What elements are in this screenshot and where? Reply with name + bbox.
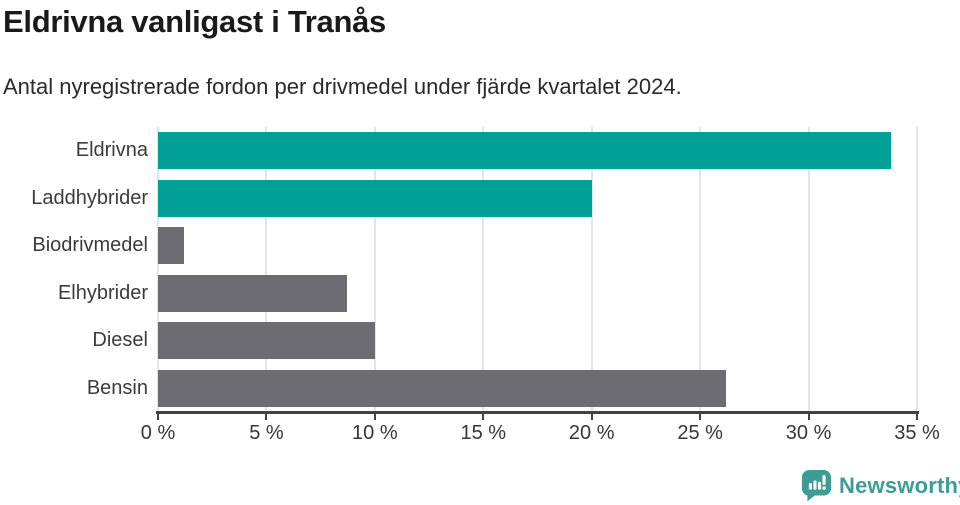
axis-tick-label: 20 % <box>568 422 615 444</box>
bar <box>158 274 347 312</box>
gridline <box>590 127 593 412</box>
category-label: Diesel <box>92 329 148 351</box>
bar <box>158 132 891 170</box>
gridline <box>157 127 159 412</box>
gridline <box>916 127 918 412</box>
axis-tick <box>699 411 702 420</box>
bar <box>158 227 185 265</box>
bar <box>158 179 592 217</box>
x-axis-line <box>156 411 919 414</box>
gridline <box>699 127 702 412</box>
axis-tick-label: 25 % <box>677 422 723 444</box>
newsworthy-logo-icon <box>801 470 832 502</box>
axis-tick <box>916 411 918 420</box>
bar <box>158 369 727 407</box>
chart-subtitle: Antal nyregistrerade fordon per drivmede… <box>3 74 682 99</box>
brand-name: Newsworthy <box>839 472 960 498</box>
bar <box>158 322 375 360</box>
axis-tick <box>807 411 810 420</box>
axis-tick <box>373 411 376 420</box>
axis-tick <box>157 411 159 420</box>
axis-tick-label: 30 % <box>785 422 832 444</box>
gridline <box>265 127 268 412</box>
category-label: Biodrivmedel <box>32 234 148 256</box>
axis-tick-label: 10 % <box>352 422 398 444</box>
gridline <box>373 127 376 412</box>
axis-tick <box>265 411 268 420</box>
category-label: Bensin <box>86 376 148 399</box>
gridline <box>807 127 810 412</box>
axis-tick-label: 35 % <box>894 422 940 444</box>
category-label: Laddhybrider <box>31 186 148 209</box>
axis-tick-label: 0 % <box>140 422 176 444</box>
axis-tick-label: 15 % <box>460 422 507 444</box>
axis-tick <box>590 411 593 420</box>
chart-title: Eldrivna vanligast i Tranås <box>3 4 387 39</box>
axis-tick-label: 5 % <box>249 422 284 444</box>
category-label: Elhybrider <box>57 281 148 304</box>
category-label: Eldrivna <box>75 139 148 161</box>
gridline <box>482 127 485 412</box>
brand-footer: Newsworthy <box>801 469 960 502</box>
axis-tick <box>482 411 485 420</box>
